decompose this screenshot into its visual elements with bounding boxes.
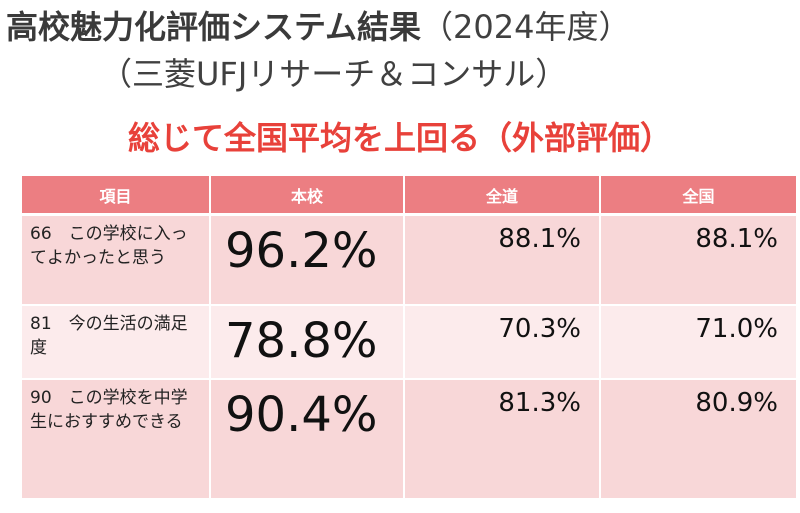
- table-row: 81 今の生活の満足度 78.8% 70.3% 71.0%: [22, 305, 796, 380]
- header-school: 本校: [210, 176, 405, 216]
- school-cell: 90.4%: [210, 379, 405, 500]
- header-row: 項目 本校 全道 全国: [22, 176, 796, 216]
- header-item: 項目: [22, 176, 211, 216]
- item-label: 81 今の生活の満足度: [30, 314, 188, 358]
- national-cell: 71.0%: [600, 305, 796, 380]
- table-row: 66 この学校に入ってよかったと思う 96.2% 88.1% 88.1%: [22, 214, 796, 306]
- school-value: 90.4%: [225, 387, 378, 443]
- page-subtitle: （三菱UFJリサーチ＆コンサル）: [100, 55, 568, 93]
- hokkaido-cell: 81.3%: [404, 379, 601, 500]
- hokkaido-cell: 70.3%: [404, 305, 601, 380]
- school-cell: 96.2%: [210, 214, 405, 306]
- item-cell: 90 この学校を中学生におすすめできる: [22, 379, 211, 500]
- hokkaido-value: 81.3%: [498, 388, 581, 418]
- school-cell: 78.8%: [210, 305, 405, 380]
- title-main: 高校魅力化評価システム結果: [6, 8, 422, 46]
- national-cell: 88.1%: [600, 214, 796, 306]
- national-value: 71.0%: [695, 314, 778, 344]
- school-value: 96.2%: [225, 223, 378, 279]
- national-value: 80.9%: [695, 388, 778, 418]
- hokkaido-value: 88.1%: [498, 224, 581, 254]
- item-label: 66 この学校に入ってよかったと思う: [30, 224, 188, 268]
- item-cell: 81 今の生活の満足度: [22, 305, 211, 380]
- hokkaido-value: 70.3%: [498, 314, 581, 344]
- hokkaido-cell: 88.1%: [404, 214, 601, 306]
- national-cell: 80.9%: [600, 379, 796, 500]
- national-value: 88.1%: [695, 224, 778, 254]
- page-title: 高校魅力化評価システム結果（2024年度）: [6, 4, 796, 50]
- item-cell: 66 この学校に入ってよかったと思う: [22, 214, 211, 306]
- results-table: 項目 本校 全道 全国 66 この学校に入ってよかったと思う 96.2% 88.…: [22, 176, 796, 500]
- title-year: （2024年度）: [421, 8, 631, 46]
- header-hokkaido: 全道: [404, 176, 601, 216]
- header-national: 全国: [600, 176, 796, 216]
- school-value: 78.8%: [225, 313, 378, 369]
- headline: 総じて全国平均を上回る（外部評価）: [127, 119, 672, 157]
- item-label: 90 この学校を中学生におすすめできる: [30, 388, 188, 432]
- table-row: 90 この学校を中学生におすすめできる 90.4% 81.3% 80.9%: [22, 379, 796, 500]
